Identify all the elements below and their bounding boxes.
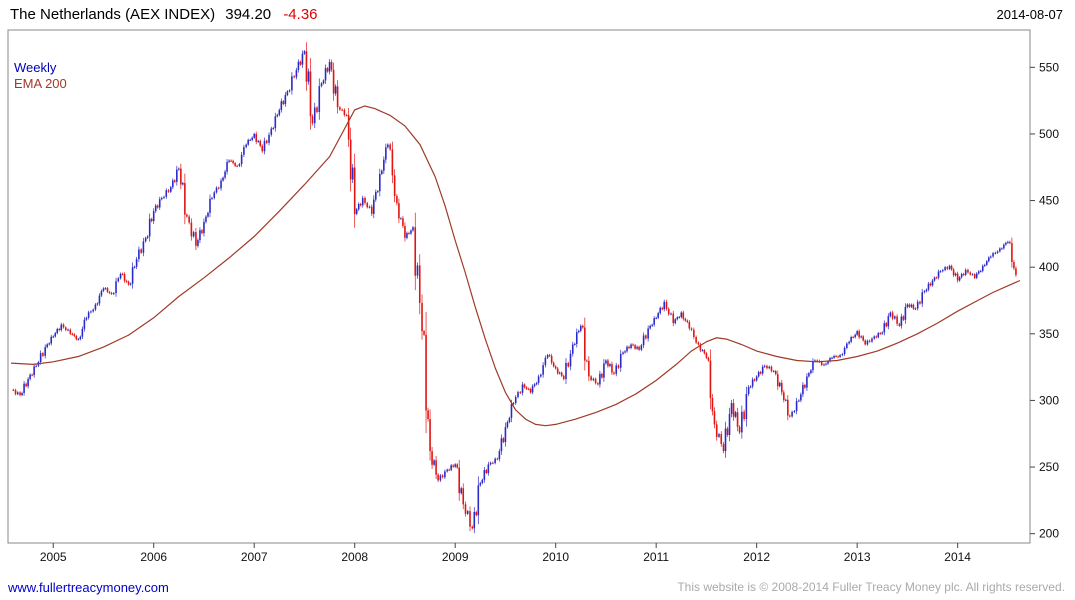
last-price: 394.20	[225, 6, 272, 23]
chart-title: The Netherlands (AEX INDEX) 394.20 -4.36	[10, 6, 318, 23]
copyright-text: This website is © 2008-2014 Fuller Treac…	[677, 580, 1065, 594]
svg-text:300: 300	[1039, 393, 1059, 407]
svg-text:550: 550	[1039, 60, 1059, 74]
svg-text:400: 400	[1039, 260, 1059, 274]
svg-text:2008: 2008	[341, 550, 368, 564]
site-link[interactable]: www.fullertreacymoney.com	[8, 580, 169, 595]
svg-text:2010: 2010	[542, 550, 569, 564]
svg-text:2013: 2013	[844, 550, 871, 564]
svg-text:250: 250	[1039, 460, 1059, 474]
svg-text:2009: 2009	[442, 550, 469, 564]
instrument-name: The Netherlands (AEX INDEX)	[10, 6, 216, 23]
svg-text:450: 450	[1039, 194, 1059, 208]
svg-text:2007: 2007	[241, 550, 268, 564]
legend-ema: EMA 200	[14, 76, 67, 91]
svg-text:500: 500	[1039, 127, 1059, 141]
legend-timeframe: Weekly	[14, 60, 57, 75]
candlestick-chart-svg: 200 250 300 350 400 450 500 550 2005 2006 2007 2008…	[7, 29, 1059, 564]
price-chart: 200 250 300 350 400 450 500 550 2005 2006 2007 2008…	[0, 28, 1075, 578]
svg-text:2012: 2012	[743, 550, 770, 564]
svg-text:2011: 2011	[643, 550, 669, 564]
chart-legend: Weekly EMA 200	[14, 60, 67, 92]
svg-text:2014: 2014	[944, 550, 971, 564]
svg-text:350: 350	[1039, 327, 1059, 341]
svg-text:2005: 2005	[40, 550, 67, 564]
svg-text:2006: 2006	[140, 550, 167, 564]
chart-date: 2014-08-07	[996, 7, 1064, 22]
price-change: -4.36	[283, 6, 318, 23]
svg-text:200: 200	[1039, 527, 1059, 541]
